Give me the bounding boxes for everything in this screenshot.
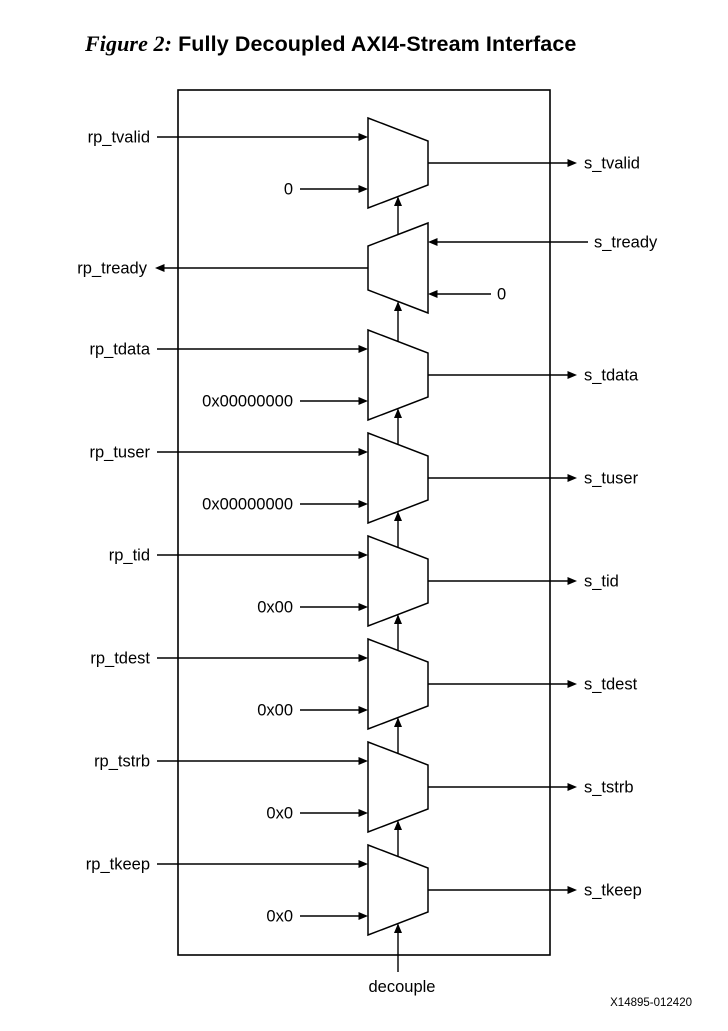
mux-tready-input-a-arrow [428, 238, 438, 246]
select-chain-arrow [394, 511, 402, 521]
mux-tready-shape [367, 221, 429, 315]
mux-tready-input-b-arrow [428, 290, 438, 298]
decouple-label: decouple [369, 978, 436, 996]
select-chain-arrow [394, 614, 402, 624]
mux-tdata-input-b-label: 0x00000000 [202, 393, 293, 411]
mux-tvalid-output-label: s_tvalid [584, 155, 640, 173]
mux-tkeep-input-b-label: 0x0 [266, 908, 293, 926]
figure-id-label: X14895-012420 [610, 997, 692, 1009]
mux-tready-output-arrow [155, 264, 165, 272]
mux-tkeep-input-a-label: rp_tkeep [86, 856, 150, 874]
mux-tkeep-output-arrow [567, 886, 577, 894]
mux-tdata-output-arrow [567, 371, 577, 379]
mux-tuser-input-a-label: rp_tuser [89, 444, 150, 462]
mux-tstrb-input-b-arrow [358, 809, 368, 817]
mux-tvalid-input-a-arrow [358, 133, 368, 141]
mux-tstrb-input-a-arrow [358, 757, 368, 765]
mux-tdata-input-a-label: rp_tdata [89, 341, 150, 359]
mux-tdata-shape [367, 328, 429, 422]
mux-tid-input-a-label: rp_tid [109, 547, 150, 565]
mux-tvalid-output-arrow [567, 159, 577, 167]
decouple-arrow [394, 923, 402, 933]
mux-tkeep-input-b-arrow [358, 912, 368, 920]
mux-tid-input-b-arrow [358, 603, 368, 611]
mux-tready-input-b-label: 0 [497, 286, 506, 304]
mux-tdata-output-label: s_tdata [584, 367, 639, 385]
select-chain-arrow [394, 717, 402, 727]
mux-tid-input-b-label: 0x00 [257, 599, 293, 617]
mux-tuser-output-arrow [567, 474, 577, 482]
mux-tkeep-output-label: s_tkeep [584, 882, 642, 900]
select-chain-arrow [394, 820, 402, 830]
mux-tuser-output-label: s_tuser [584, 470, 639, 488]
mux-tkeep-input-a-arrow [358, 860, 368, 868]
figure-number: Figure 2: [85, 31, 173, 56]
mux-tdest-input-a-arrow [358, 654, 368, 662]
mux-tid-output-arrow [567, 577, 577, 585]
mux-tuser-shape [367, 431, 429, 525]
mux-tstrb-output-label: s_tstrb [584, 779, 634, 797]
mux-tuser-input-b-arrow [358, 500, 368, 508]
mux-tstrb-input-a-label: rp_tstrb [94, 753, 150, 771]
mux-tuser-input-b-label: 0x00000000 [202, 496, 293, 514]
mux-tready-input-a-label: s_tready [594, 234, 658, 252]
mux-tvalid-input-a-label: rp_tvalid [88, 129, 150, 147]
figure-caption: Figure 2: Fully Decoupled AXI4-Stream Int… [85, 31, 576, 57]
mux-tid-shape [367, 534, 429, 628]
mux-tuser-input-a-arrow [358, 448, 368, 456]
mux-tdest-input-b-label: 0x00 [257, 702, 293, 720]
mux-tvalid-shape [367, 116, 429, 210]
mux-tdest-input-b-arrow [358, 706, 368, 714]
select-chain-arrow [394, 196, 402, 206]
select-chain-arrow [394, 408, 402, 418]
module-boundary-box [177, 89, 551, 956]
mux-tdata-input-a-arrow [358, 345, 368, 353]
mux-tdata-input-b-arrow [358, 397, 368, 405]
mux-tid-input-a-arrow [358, 551, 368, 559]
mux-tstrb-output-arrow [567, 783, 577, 791]
mux-tdest-output-label: s_tdest [584, 676, 638, 694]
mux-tvalid-input-b-arrow [358, 185, 368, 193]
select-chain-arrow [394, 301, 402, 311]
mux-tready-output-label: rp_tready [77, 260, 147, 278]
mux-tdest-shape [367, 637, 429, 731]
mux-tdest-output-arrow [567, 680, 577, 688]
figure-title: Fully Decoupled AXI4-Stream Interface [178, 32, 577, 56]
mux-tkeep-shape [367, 843, 429, 937]
mux-tvalid-input-b-label: 0 [284, 181, 293, 199]
mux-tdest-input-a-label: rp_tdest [90, 650, 150, 668]
mux-tstrb-shape [367, 740, 429, 834]
mux-tid-output-label: s_tid [584, 573, 619, 591]
mux-tstrb-input-b-label: 0x0 [266, 805, 293, 823]
